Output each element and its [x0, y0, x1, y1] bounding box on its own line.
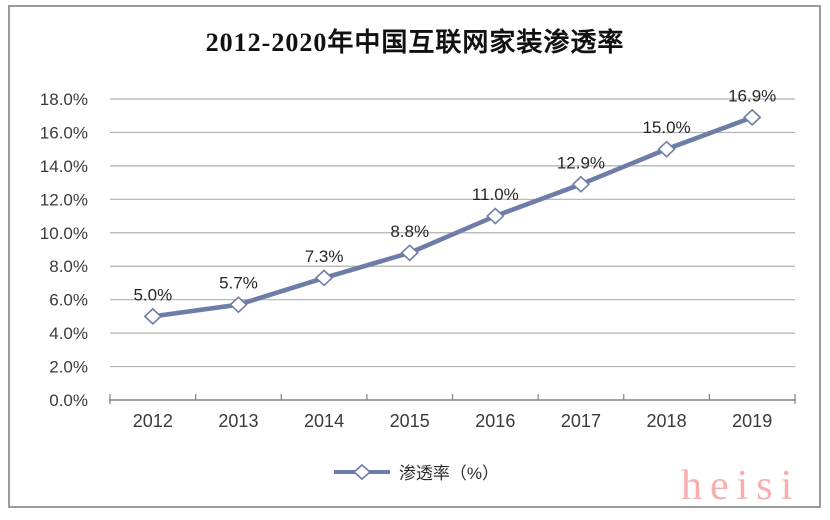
data-point-marker: [314, 269, 334, 287]
x-axis-tick-label: 2017: [561, 411, 601, 431]
y-axis-tick-label: 10.0%: [40, 224, 88, 243]
y-axis-tick-label: 0.0%: [49, 391, 88, 410]
y-axis-tick-label: 16.0%: [40, 123, 88, 142]
y-axis-tick-label: 14.0%: [40, 157, 88, 176]
data-point-marker: [743, 108, 762, 126]
data-point-label: 15.0%: [642, 118, 690, 137]
data-point-label: 12.9%: [557, 153, 605, 172]
legend-marker-icon: [333, 463, 390, 480]
data-point-label: 8.8%: [390, 222, 429, 241]
chart-title: 2012-2020年中国互联网家装渗透率: [205, 28, 625, 57]
y-axis-tick-label: 12.0%: [40, 190, 88, 209]
x-axis-tick-label: 2015: [390, 411, 430, 431]
data-point-marker: [571, 175, 591, 193]
data-point-label: 7.3%: [305, 247, 344, 266]
data-point-marker: [229, 296, 248, 314]
y-axis-tick-label: 2.0%: [49, 358, 88, 377]
y-axis-tick-label: 6.0%: [49, 291, 88, 310]
x-axis-tick-label: 2012: [133, 411, 173, 431]
x-axis-tick-label: 2013: [218, 411, 258, 431]
legend: 渗透率（%）: [0, 459, 830, 484]
data-point-marker: [486, 207, 505, 225]
data-point-marker: [657, 140, 676, 158]
data-point-label: 11.0%: [472, 185, 519, 204]
y-axis-tick-label: 4.0%: [49, 324, 88, 343]
x-axis-tick-label: 2018: [647, 411, 687, 431]
data-point-label: 5.0%: [133, 285, 172, 304]
y-axis-tick-label: 18.0%: [40, 90, 88, 109]
x-axis-tick-label: 2014: [304, 411, 344, 431]
series-line: [150, 115, 755, 319]
data-point-label: 16.9%: [728, 86, 776, 105]
y-axis-tick-label: 8.0%: [49, 257, 88, 276]
legend-series-label: 渗透率（%）: [398, 464, 500, 483]
data-point-marker: [143, 307, 162, 325]
x-axis-tick-label: 2019: [732, 411, 772, 431]
data-point-label: 5.7%: [219, 274, 258, 293]
x-axis-tick-label: 2016: [475, 411, 515, 431]
data-point-marker: [400, 244, 419, 262]
legend-diamond-icon: [352, 463, 372, 480]
